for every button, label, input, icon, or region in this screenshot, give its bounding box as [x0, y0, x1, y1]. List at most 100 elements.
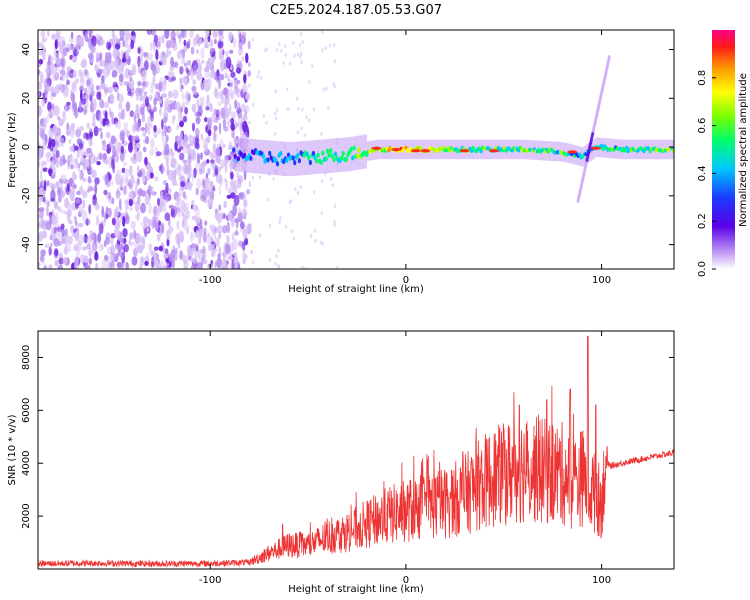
noise-blob [53, 182, 60, 189]
noise-blob [59, 42, 64, 54]
noise-blob [78, 142, 84, 150]
noise-blob [38, 180, 41, 188]
signal-cell [266, 157, 270, 163]
noise-blob [80, 60, 87, 68]
noise-blob [120, 109, 124, 120]
noise-blob [94, 183, 98, 196]
colorbar-tick-label: 0.2 [697, 213, 708, 229]
noise-blob [66, 101, 71, 106]
noise-blob [40, 30, 46, 38]
noise-blob [49, 147, 54, 152]
snr-x-ticks: -100 0 100 [199, 331, 611, 586]
noise-blob [129, 232, 134, 240]
noise-blob [42, 161, 48, 166]
noise-blob [166, 229, 171, 241]
noise-blob [103, 240, 107, 248]
noise-blob [219, 73, 225, 81]
noise-speck [325, 86, 328, 91]
noise-blob [121, 167, 126, 173]
noise-blob [85, 99, 89, 109]
noise-blob [118, 179, 123, 191]
noise-blob [100, 81, 106, 90]
noise-blob [104, 159, 109, 165]
noise-blob [88, 138, 93, 147]
noise-blob [227, 88, 234, 97]
noise-blob [137, 195, 141, 205]
noise-blob [178, 146, 184, 151]
noise-blob [209, 49, 213, 57]
noise-blob [192, 37, 198, 47]
noise-blob [233, 194, 240, 206]
noise-blob [110, 251, 114, 262]
noise-blob [91, 35, 97, 48]
noise-blob [94, 251, 99, 261]
noise-blob [101, 144, 108, 151]
noise-blob [247, 61, 251, 67]
noise-speck [292, 236, 296, 241]
noise-speck [292, 41, 295, 45]
noise-blob [245, 188, 251, 195]
noise-blob [95, 85, 100, 91]
noise-speck [333, 43, 336, 47]
noise-blob [222, 143, 226, 149]
noise-blob [181, 77, 187, 82]
spectrogram-y-label: Frequency (Hz) [7, 112, 18, 188]
noise-blob [195, 127, 200, 138]
noise-speck [333, 222, 336, 227]
noise-blob [129, 69, 135, 75]
noise-speck [251, 175, 255, 180]
noise-blob [99, 112, 102, 124]
noise-blob [115, 121, 119, 128]
noise-blob [146, 252, 149, 262]
noise-blob [86, 147, 92, 154]
noise-blob [176, 124, 179, 131]
noise-blob [86, 243, 91, 250]
signal-cell [275, 161, 280, 167]
noise-blob [160, 166, 166, 174]
signal-halo [302, 141, 305, 176]
noise-blob [110, 244, 115, 256]
noise-blob [58, 195, 62, 203]
signal-cell [297, 158, 301, 164]
noise-blob [148, 94, 153, 101]
noise-blob [112, 36, 117, 42]
noise-blob [189, 30, 194, 39]
noise-blob [170, 151, 175, 157]
signal-halo [300, 141, 303, 176]
noise-blob [176, 209, 183, 218]
noise-blob [191, 247, 196, 253]
noise-speck [301, 265, 304, 269]
noise-blob [55, 30, 61, 39]
noise-blob [153, 215, 159, 225]
noise-blob [240, 103, 246, 112]
colorbar-tick-label: 0.6 [697, 118, 708, 134]
noise-blob [39, 255, 45, 263]
colorbar-gradient [712, 30, 735, 269]
noise-blob [96, 57, 100, 63]
noise-blob [130, 39, 134, 50]
noise-blob [84, 264, 91, 269]
noise-blob [153, 34, 159, 43]
noise-blob [153, 246, 159, 251]
noise-blob [152, 216, 156, 221]
noise-blob [82, 177, 87, 182]
noise-blob [110, 135, 116, 145]
noise-blob [137, 234, 142, 244]
noise-blob [38, 58, 44, 65]
noise-blob [98, 98, 105, 109]
noise-blob [171, 259, 175, 269]
noise-blob [242, 120, 248, 133]
noise-blob [143, 255, 150, 263]
x-tick-label: 0 [403, 275, 409, 286]
noise-blob [50, 235, 55, 241]
noise-blob [192, 79, 197, 85]
noise-blob [149, 110, 154, 119]
noise-blob [119, 36, 125, 41]
noise-blob [147, 116, 152, 127]
signal-cell [355, 153, 359, 159]
noise-speck [279, 216, 282, 221]
noise-speck [321, 30, 324, 34]
noise-blob [146, 164, 151, 172]
noise-blob [181, 57, 186, 65]
noise-blob [230, 71, 236, 78]
